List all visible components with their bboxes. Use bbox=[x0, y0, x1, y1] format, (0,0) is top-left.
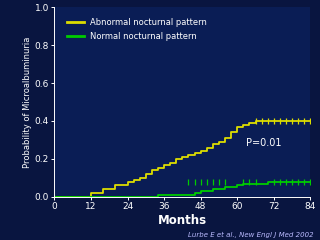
Text: Lurbe E et al., New Engl J Med 2002: Lurbe E et al., New Engl J Med 2002 bbox=[188, 232, 314, 238]
Y-axis label: Probability of Microalbuminuria: Probability of Microalbuminuria bbox=[23, 36, 32, 168]
Text: P=0.01: P=0.01 bbox=[246, 138, 282, 149]
Legend: Abnormal nocturnal pattern, Normal nocturnal pattern: Abnormal nocturnal pattern, Normal noctu… bbox=[64, 15, 211, 44]
X-axis label: Months: Months bbox=[158, 214, 207, 227]
